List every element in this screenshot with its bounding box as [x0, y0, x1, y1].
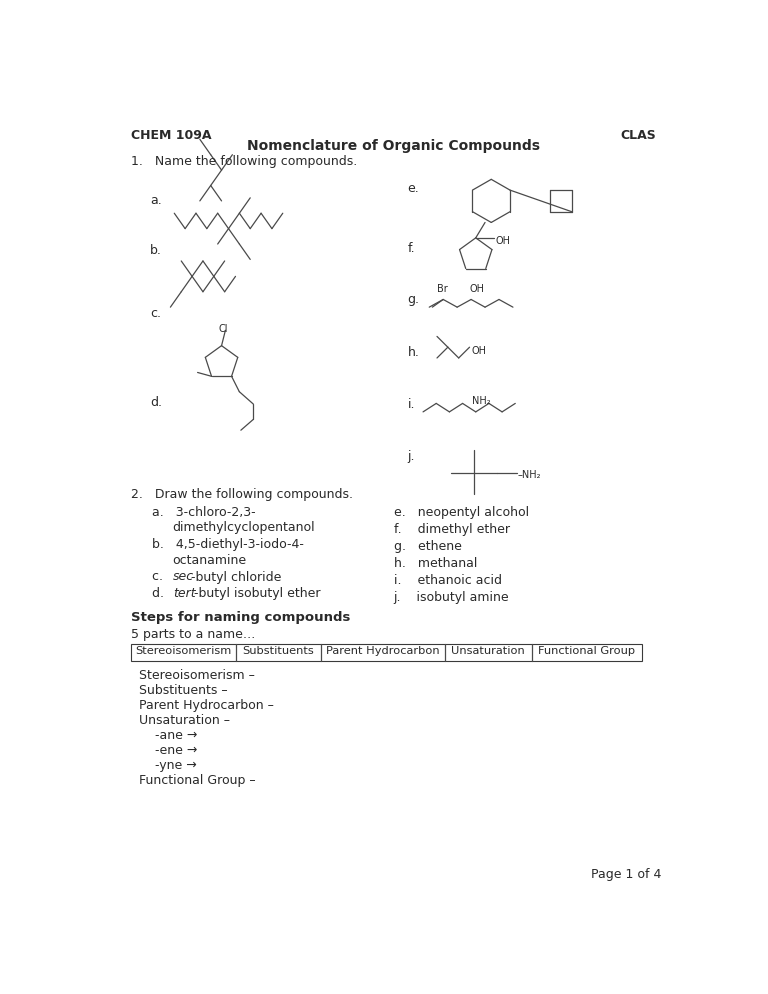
- Text: Functional Group: Functional Group: [538, 646, 635, 656]
- Text: h.: h.: [408, 346, 419, 359]
- Text: -ene →: -ene →: [139, 745, 197, 757]
- Text: OH: OH: [471, 346, 486, 356]
- Text: c.: c.: [151, 307, 161, 320]
- Text: Functional Group –: Functional Group –: [139, 774, 255, 787]
- Text: -yne →: -yne →: [139, 759, 197, 772]
- Text: b.: b.: [151, 244, 162, 257]
- Text: Substituents –: Substituents –: [139, 684, 227, 697]
- Text: CLAS: CLAS: [621, 128, 657, 141]
- Text: a.   3-chloro-2,3-: a. 3-chloro-2,3-: [152, 506, 256, 519]
- Text: Unsaturation –: Unsaturation –: [139, 714, 230, 727]
- Text: h.   methanal: h. methanal: [393, 557, 477, 570]
- Text: -butyl isobutyl ether: -butyl isobutyl ether: [194, 587, 320, 600]
- Text: b.   4,5-diethyl-3-iodo-4-: b. 4,5-diethyl-3-iodo-4-: [152, 538, 303, 551]
- Text: i.: i.: [408, 398, 415, 412]
- Text: Page 1 of 4: Page 1 of 4: [591, 868, 661, 881]
- Text: 5 parts to a name…: 5 parts to a name…: [131, 628, 255, 641]
- Text: i.    ethanoic acid: i. ethanoic acid: [393, 574, 502, 586]
- Text: c.: c.: [152, 571, 175, 583]
- Text: Unsaturation: Unsaturation: [452, 646, 525, 656]
- Text: f.    dimethyl ether: f. dimethyl ether: [393, 523, 510, 536]
- Text: Parent Hydrocarbon: Parent Hydrocarbon: [326, 646, 439, 656]
- Bar: [131, 644, 641, 661]
- Text: e.   neopentyl alcohol: e. neopentyl alcohol: [393, 506, 528, 519]
- Text: -butyl chloride: -butyl chloride: [190, 571, 281, 583]
- Text: Steps for naming compounds: Steps for naming compounds: [131, 611, 350, 624]
- Text: e.: e.: [408, 183, 419, 196]
- Text: Stereoisomerism –: Stereoisomerism –: [139, 669, 254, 682]
- Text: Parent Hydrocarbon –: Parent Hydrocarbon –: [139, 699, 273, 712]
- Text: NH₂: NH₂: [472, 397, 491, 407]
- Text: Stereoisomerism: Stereoisomerism: [135, 646, 231, 656]
- Text: a.: a.: [151, 194, 162, 207]
- Text: j.    isobutyl amine: j. isobutyl amine: [393, 590, 509, 603]
- Text: 2.   Draw the following compounds.: 2. Draw the following compounds.: [131, 488, 353, 501]
- Text: sec: sec: [173, 571, 194, 583]
- Text: CHEM 109A: CHEM 109A: [131, 128, 211, 141]
- Text: Br: Br: [437, 284, 448, 294]
- Text: Cl: Cl: [218, 324, 228, 334]
- Text: f.: f.: [408, 242, 415, 254]
- Text: OH: OH: [495, 237, 510, 247]
- Text: octanamine: octanamine: [172, 554, 246, 567]
- Text: g.   ethene: g. ethene: [393, 540, 462, 553]
- Text: –NH₂: –NH₂: [518, 470, 541, 480]
- Text: OH: OH: [469, 284, 485, 294]
- Text: tert: tert: [173, 587, 195, 600]
- Text: -ane →: -ane →: [139, 730, 197, 743]
- Text: g.: g.: [408, 293, 419, 306]
- Text: 1.   Name the following compounds.: 1. Name the following compounds.: [131, 155, 357, 168]
- Text: j.: j.: [408, 449, 415, 462]
- Text: dimethylcyclopentanol: dimethylcyclopentanol: [172, 521, 315, 534]
- Text: d.: d.: [152, 587, 176, 600]
- Text: d.: d.: [151, 396, 162, 409]
- Text: Substituents: Substituents: [242, 646, 314, 656]
- Text: Nomenclature of Organic Compounds: Nomenclature of Organic Compounds: [247, 139, 540, 153]
